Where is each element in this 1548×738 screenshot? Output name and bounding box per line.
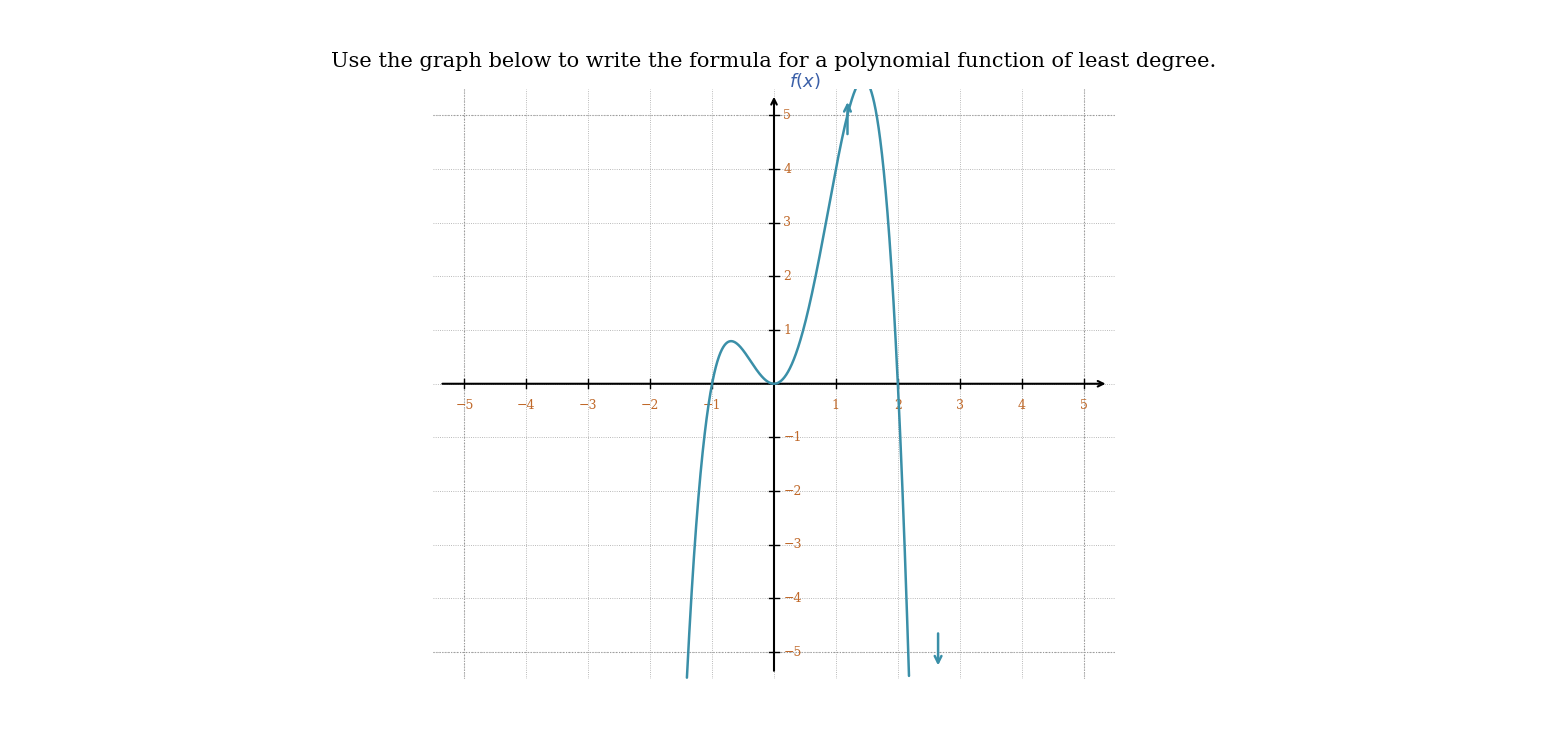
Text: −3: −3: [579, 399, 598, 412]
Text: 3: 3: [955, 399, 964, 412]
Text: −1: −1: [783, 431, 802, 444]
Text: −5: −5: [455, 399, 474, 412]
Text: 2: 2: [783, 270, 791, 283]
Text: −2: −2: [641, 399, 659, 412]
Text: −1: −1: [703, 399, 721, 412]
Text: 3: 3: [783, 216, 791, 230]
Text: −5: −5: [783, 646, 802, 658]
Text: 1: 1: [783, 323, 791, 337]
Text: 1: 1: [831, 399, 841, 412]
Text: −4: −4: [517, 399, 536, 412]
Text: 5: 5: [1079, 399, 1088, 412]
Text: Use the graph below to write the formula for a polynomial function of least degr: Use the graph below to write the formula…: [331, 52, 1217, 71]
Text: $f(x)$: $f(x)$: [789, 72, 820, 92]
Text: 2: 2: [893, 399, 902, 412]
Text: −3: −3: [783, 538, 802, 551]
Text: 4: 4: [1017, 399, 1026, 412]
Text: 5: 5: [783, 109, 791, 122]
Text: −4: −4: [783, 592, 802, 605]
Text: 4: 4: [783, 162, 791, 176]
Text: −2: −2: [783, 485, 802, 497]
